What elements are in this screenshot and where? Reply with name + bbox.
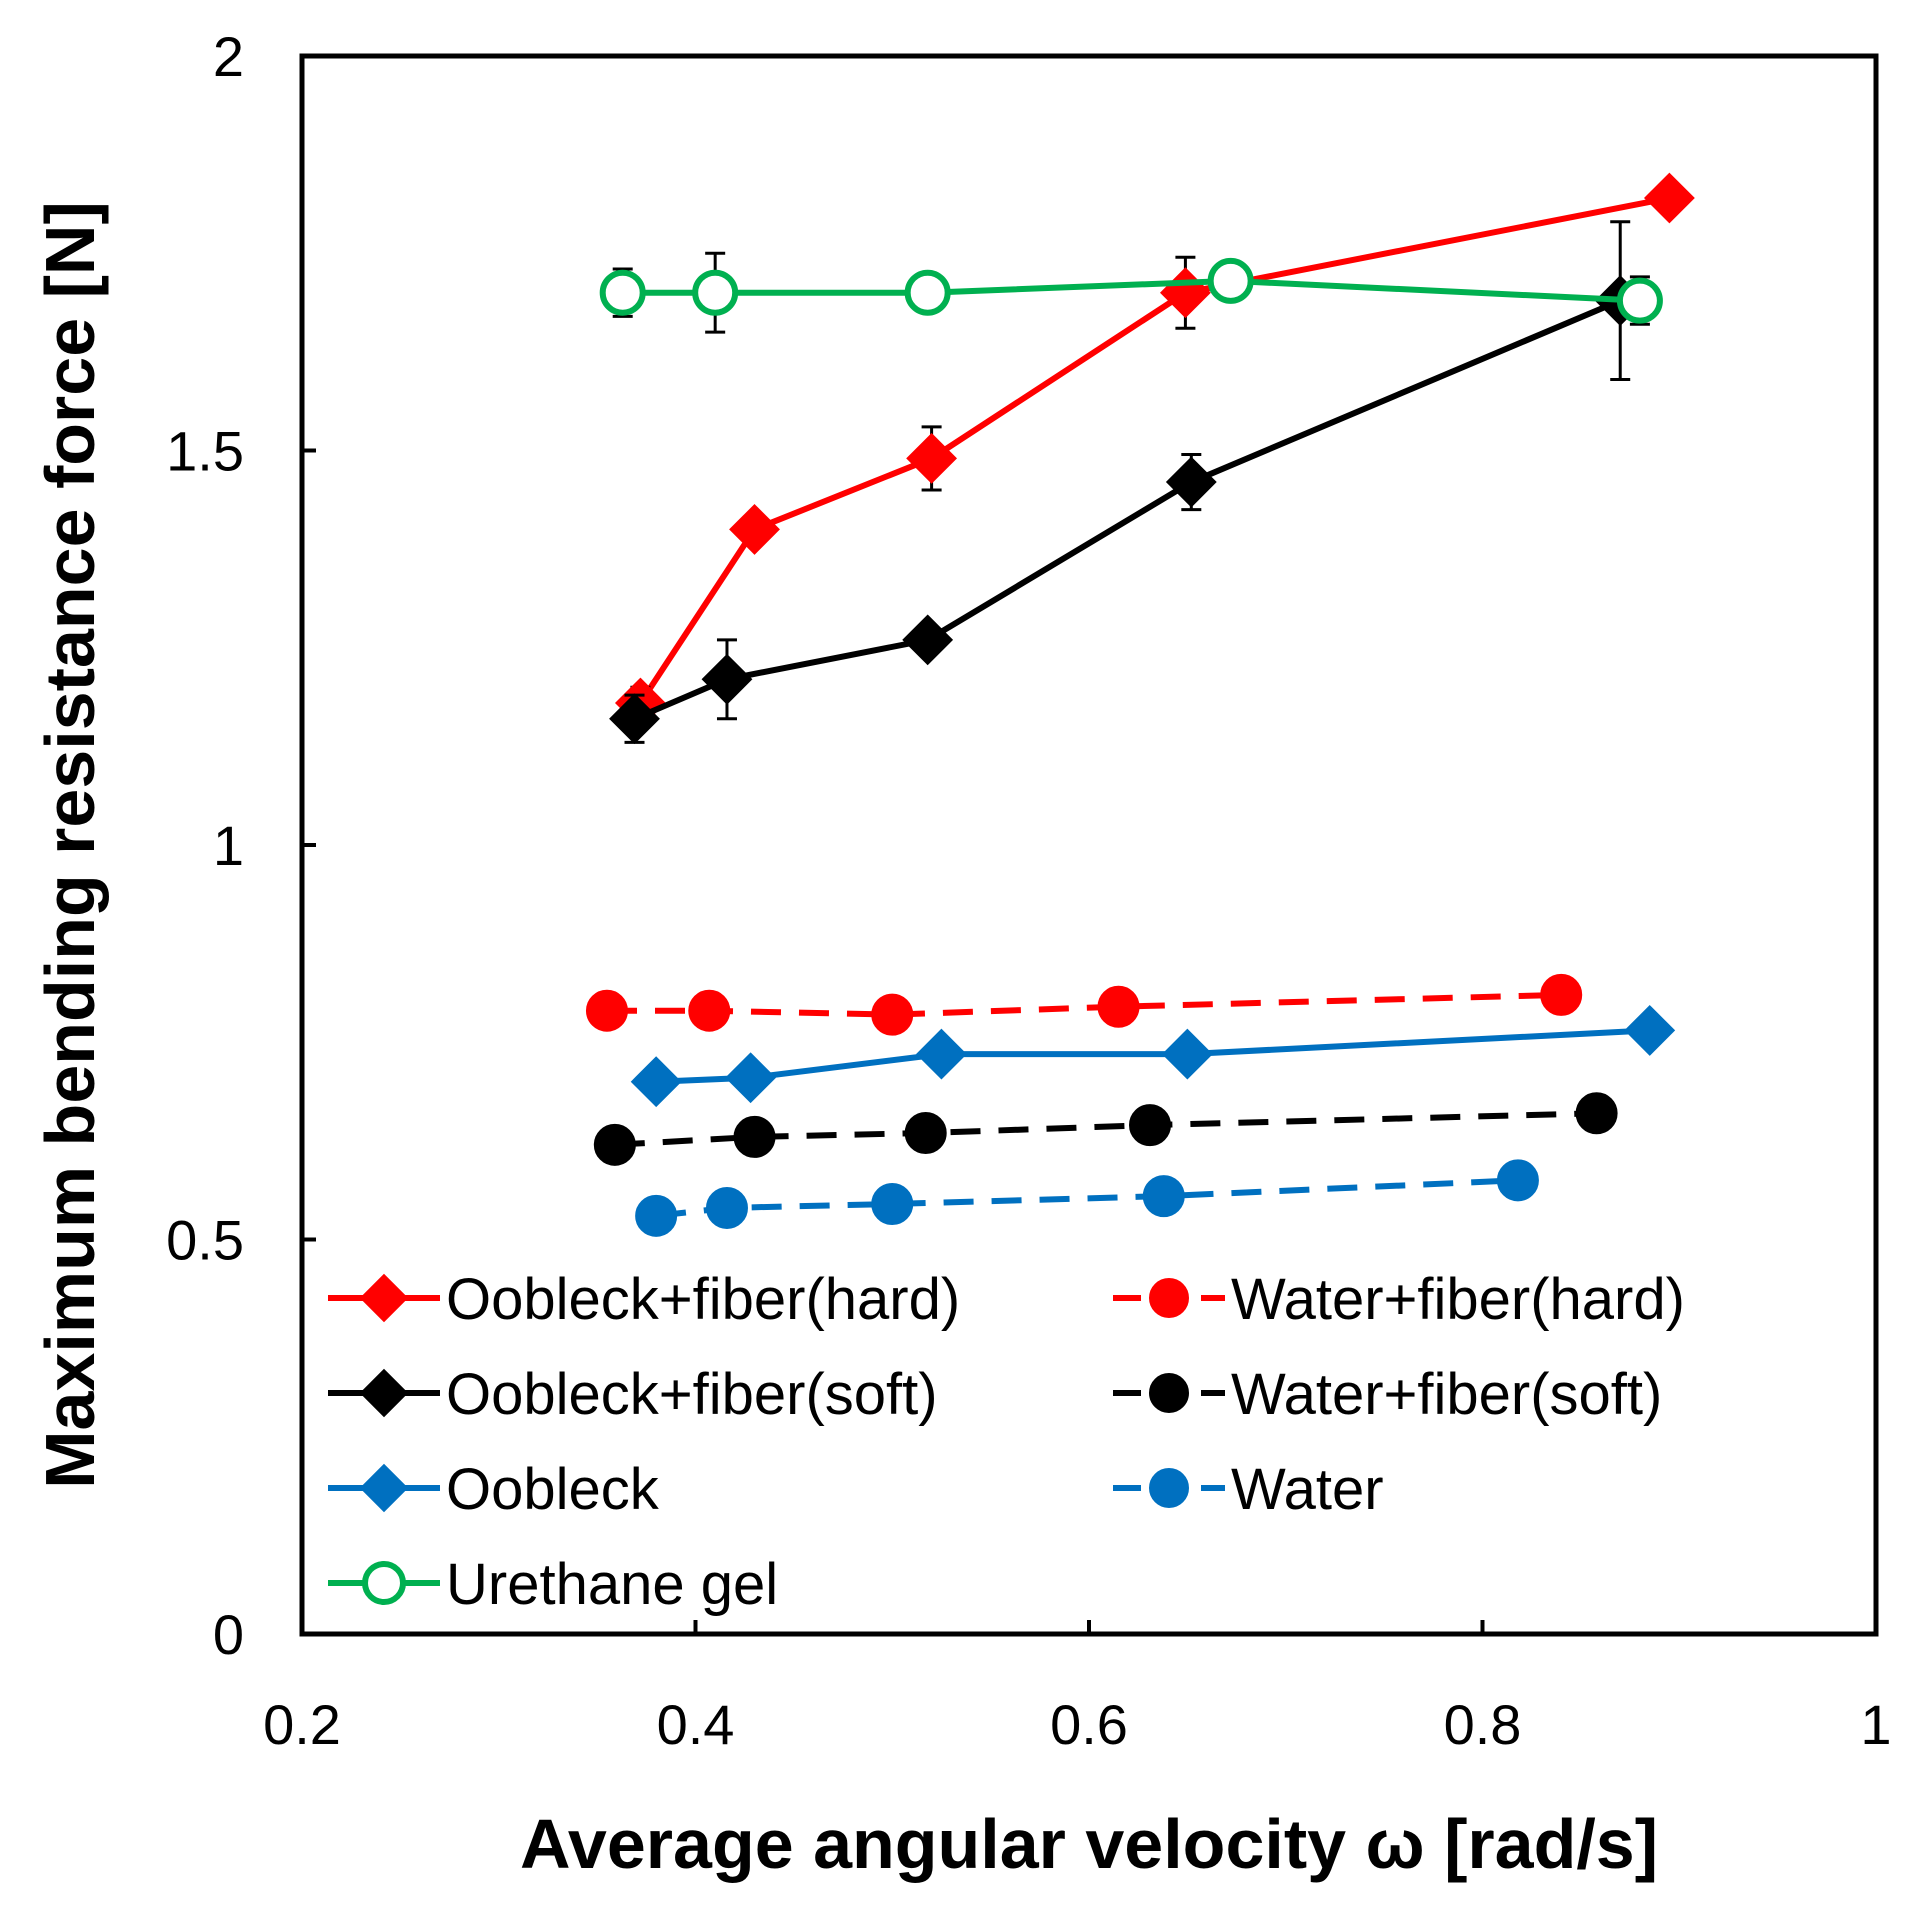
diamond-marker: [906, 432, 958, 484]
legend-item: Urethane gel: [328, 1552, 778, 1617]
open-circle-marker: [599, 269, 646, 316]
legend-label: Water: [1231, 1457, 1384, 1522]
diamond-marker: [1161, 1028, 1213, 1080]
y-tick-label: 0: [213, 1603, 244, 1666]
x-tick-label: 0.8: [1444, 1693, 1522, 1756]
circle-marker: [705, 1186, 748, 1229]
circle-marker: [1149, 1373, 1189, 1413]
diamond-marker: [916, 1028, 967, 1080]
diamond-marker: [729, 503, 780, 555]
series-water-fiber-soft-: [593, 1092, 1618, 1166]
circle-marker: [1097, 985, 1140, 1028]
y-tick-label: 1.5: [166, 420, 244, 483]
series-line: [655, 1177, 1519, 1219]
circle-marker: [904, 1111, 947, 1154]
x-tick-label: 0.2: [263, 1693, 341, 1756]
y-axis: 0 0.5 1 1.5 2: [166, 25, 316, 1666]
diamond-marker: [701, 653, 753, 705]
circle-marker: [593, 1123, 636, 1166]
legend-item: Water+fiber(soft): [1113, 1362, 1662, 1427]
open-circle-marker: [362, 1561, 406, 1605]
legend-label: Water+fiber(hard): [1231, 1267, 1685, 1332]
y-tick-label: 0.5: [166, 1209, 244, 1272]
diamond-marker: [609, 693, 660, 745]
circle-marker: [1575, 1092, 1618, 1135]
series-layer: [585, 172, 1695, 1237]
legend-label: Urethane gel: [446, 1552, 778, 1617]
x-axis: 0.2 0.4 0.6 0.8 1: [263, 1620, 1892, 1756]
legend-label: Oobleck: [446, 1457, 660, 1522]
circle-marker: [1149, 1468, 1189, 1508]
y-tick-label: 2: [213, 25, 244, 88]
x-tick-label: 0.4: [657, 1693, 735, 1756]
open-circle-marker: [1207, 257, 1254, 304]
circle-marker: [585, 989, 628, 1032]
x-tick-label: 1: [1860, 1693, 1891, 1756]
series-urethane-gel: [599, 251, 1663, 334]
x-tick-label: 0.6: [1050, 1693, 1128, 1756]
diamond-marker: [630, 1056, 682, 1108]
diamond-marker: [359, 1463, 409, 1513]
series-line: [607, 991, 1562, 1018]
circle-marker: [635, 1194, 678, 1237]
diamond-marker: [359, 1368, 409, 1418]
open-circle-marker: [904, 269, 951, 316]
circle-marker: [733, 1115, 776, 1158]
circle-marker: [1149, 1278, 1189, 1318]
legend-label: Water+fiber(soft): [1231, 1362, 1662, 1427]
legend-label: Oobleck+fiber(soft): [446, 1362, 938, 1427]
circle-marker: [1142, 1175, 1185, 1218]
legend-item: Oobleck: [328, 1457, 660, 1522]
diamond-marker: [1624, 1005, 1676, 1056]
open-circle-marker: [692, 269, 739, 316]
series-water: [635, 1159, 1539, 1237]
circle-marker: [688, 989, 731, 1032]
legend-item: Water+fiber(hard): [1113, 1267, 1685, 1332]
diamond-marker: [725, 1052, 777, 1104]
diamond-marker: [1643, 172, 1695, 224]
circle-marker: [1496, 1159, 1539, 1202]
circle-marker: [1540, 973, 1583, 1016]
legend-item: Oobleck+fiber(soft): [328, 1362, 938, 1427]
legend: Oobleck+fiber(hard) Water+fiber(hard) Oobl…: [328, 1267, 1685, 1617]
y-axis-title: Maximum bending resistance force [N]: [31, 201, 109, 1489]
legend-item: Oobleck+fiber(hard): [328, 1267, 960, 1332]
series-water-fiber-hard-: [585, 973, 1583, 1036]
x-axis-title: Average angular velocity ω [rad/s]: [520, 1805, 1658, 1883]
diamond-marker: [1165, 456, 1217, 508]
y-tick-label: 1: [213, 814, 244, 877]
legend-label: Oobleck+fiber(hard): [446, 1267, 960, 1332]
series-oobleck: [630, 1005, 1676, 1108]
circle-marker: [871, 1182, 914, 1225]
diamond-marker: [359, 1273, 409, 1323]
circle-marker: [871, 993, 914, 1036]
circle-marker: [1128, 1104, 1171, 1147]
legend-item: Water: [1113, 1457, 1384, 1522]
open-circle-marker: [1616, 277, 1663, 324]
diamond-marker: [902, 614, 954, 666]
